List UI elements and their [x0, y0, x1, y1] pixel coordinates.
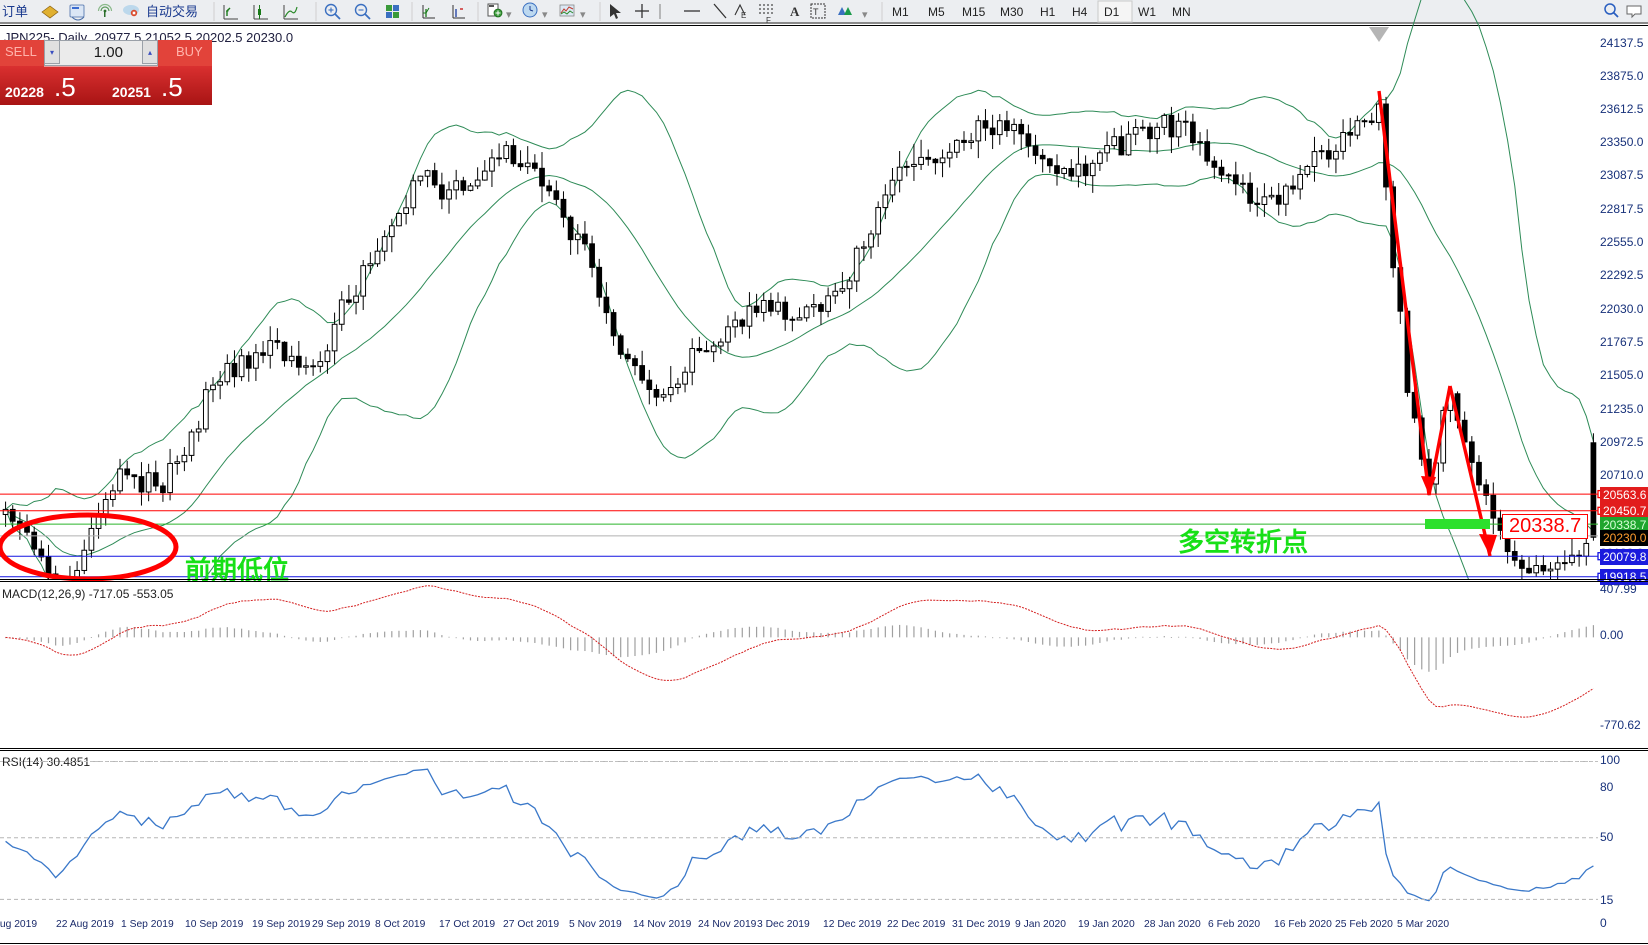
svg-text:W1: W1	[1138, 5, 1156, 19]
svg-text:▾: ▾	[862, 9, 868, 21]
svg-text:H1: H1	[1040, 5, 1056, 19]
svg-text:E: E	[741, 11, 746, 20]
svg-text:▾: ▾	[506, 9, 512, 21]
svg-text:M5: M5	[928, 5, 945, 19]
svg-text:M15: M15	[962, 5, 986, 19]
svg-text:▾: ▾	[580, 9, 586, 21]
svg-text:MN: MN	[1172, 5, 1191, 19]
svg-text:T: T	[813, 7, 819, 17]
svg-text:M30: M30	[1000, 5, 1024, 19]
svg-text:订单: 订单	[2, 4, 28, 19]
svg-text:H4: H4	[1072, 5, 1088, 19]
svg-text:F: F	[766, 16, 771, 23]
svg-text:D1: D1	[1104, 5, 1120, 19]
svg-text:A: A	[790, 4, 800, 19]
svg-text:M1: M1	[892, 5, 909, 19]
svg-text:▾: ▾	[542, 9, 548, 21]
svg-text:自动交易: 自动交易	[146, 4, 198, 19]
